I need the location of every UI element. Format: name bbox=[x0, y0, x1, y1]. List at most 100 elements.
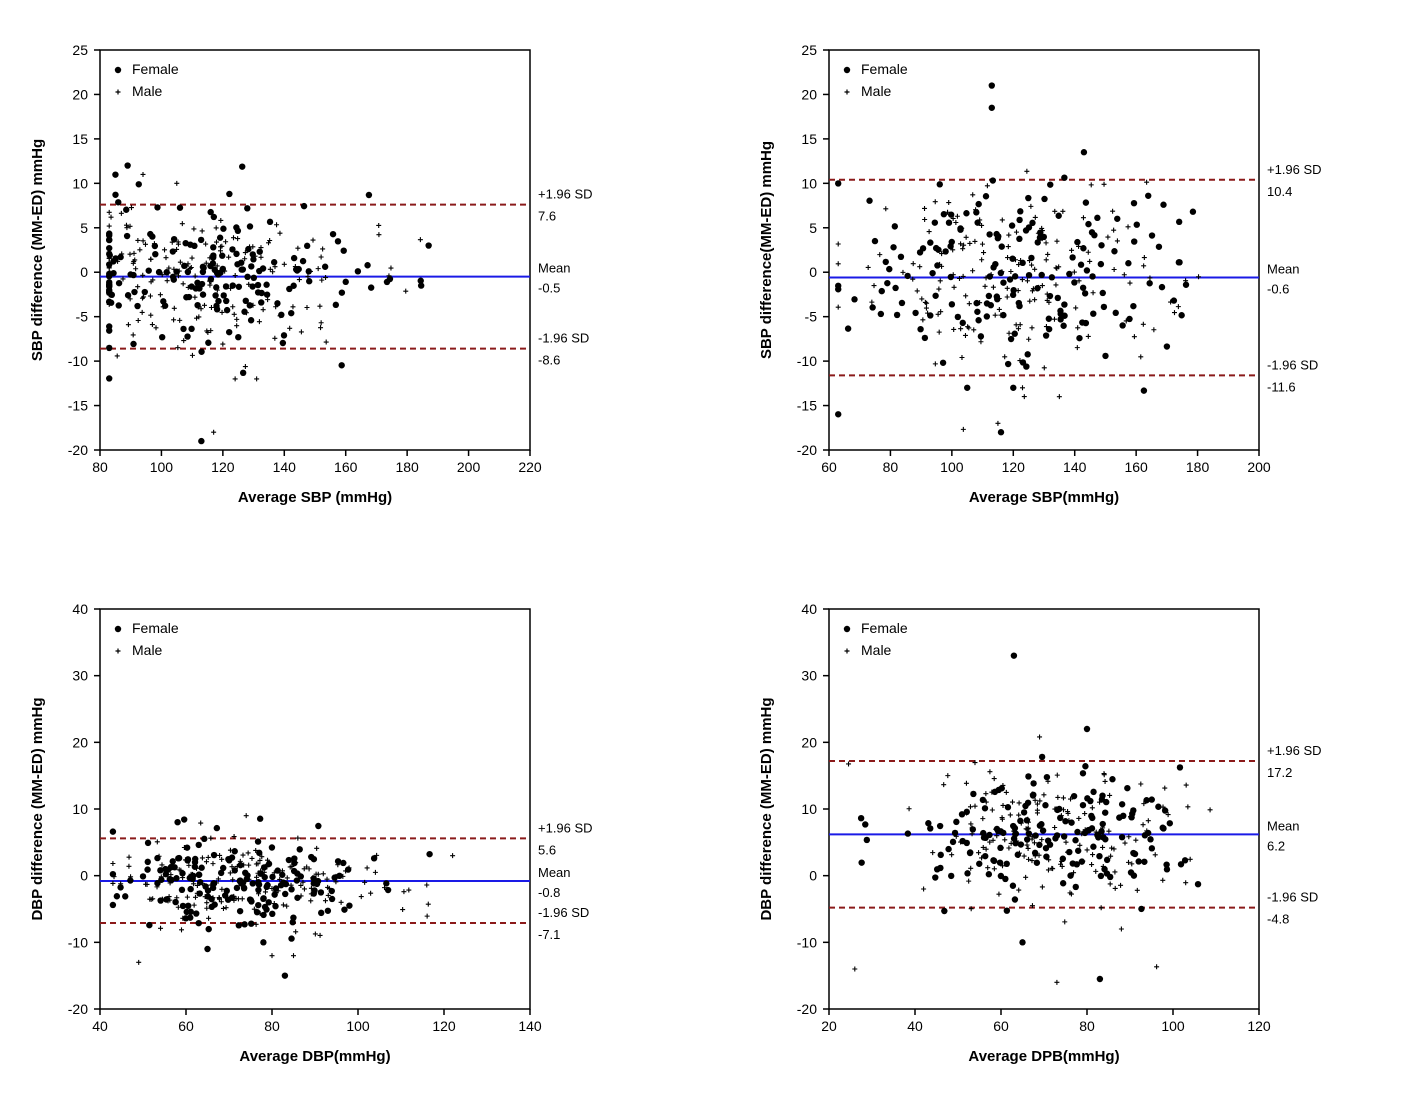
legend-label-male: Male bbox=[132, 83, 163, 99]
x-tick-label: 80 bbox=[92, 459, 108, 475]
panel-dbp-left: 406080100120140-20-10010203040Average DB… bbox=[20, 579, 669, 1098]
x-tick-label: 200 bbox=[457, 459, 481, 475]
mean-label: Mean bbox=[538, 865, 571, 880]
y-tick-label: 15 bbox=[72, 131, 88, 147]
legend-marker-male-icon bbox=[116, 90, 121, 95]
lower-sd-label: -1.96 SD bbox=[538, 331, 589, 346]
y-tick-label: -20 bbox=[797, 442, 817, 458]
x-tick-label: 100 bbox=[940, 459, 964, 475]
x-tick-label: 200 bbox=[1247, 459, 1271, 475]
y-tick-label: -10 bbox=[68, 353, 88, 369]
mean-value: -0.8 bbox=[538, 885, 560, 900]
y-tick-label: -15 bbox=[68, 398, 88, 414]
plot-frame bbox=[100, 609, 530, 1009]
x-tick-label: 20 bbox=[821, 1018, 837, 1034]
y-tick-label: 0 bbox=[80, 264, 88, 280]
upper-sd-label: +1.96 SD bbox=[1267, 743, 1322, 758]
mean-label: Mean bbox=[1267, 262, 1300, 277]
y-tick-label: 25 bbox=[801, 42, 817, 58]
mean-value: -0.5 bbox=[538, 281, 560, 296]
bland-altman-panel: 406080100120140-20-10010203040Average DB… bbox=[20, 579, 640, 1079]
x-tick-label: 120 bbox=[432, 1018, 456, 1034]
y-tick-label: -20 bbox=[68, 1001, 88, 1017]
legend-marker-female-icon bbox=[115, 626, 121, 632]
x-tick-label: 80 bbox=[264, 1018, 280, 1034]
bland-altman-panel: 80100120140160180200220-20-15-10-5051015… bbox=[20, 20, 640, 520]
x-tick-label: 100 bbox=[1161, 1018, 1185, 1034]
x-tick-label: 80 bbox=[1079, 1018, 1095, 1034]
y-tick-label: 0 bbox=[809, 264, 817, 280]
plot-frame bbox=[829, 609, 1259, 1009]
y-axis-label: SBP difference(MM-ED) mmHg bbox=[758, 141, 775, 359]
y-tick-label: 20 bbox=[72, 734, 88, 750]
lower-sd-value: -7.1 bbox=[538, 927, 560, 942]
mean-value: 6.2 bbox=[1267, 838, 1285, 853]
y-tick-label: -10 bbox=[797, 353, 817, 369]
x-tick-label: 60 bbox=[993, 1018, 1009, 1034]
y-tick-label: 5 bbox=[80, 220, 88, 236]
y-tick-label: 30 bbox=[72, 668, 88, 684]
y-tick-label: 20 bbox=[801, 86, 817, 102]
x-tick-label: 80 bbox=[883, 459, 899, 475]
x-tick-label: 40 bbox=[92, 1018, 108, 1034]
x-tick-label: 160 bbox=[334, 459, 358, 475]
y-tick-label: 25 bbox=[72, 42, 88, 58]
bland-altman-panel: 6080100120140160180200-20-15-10-50510152… bbox=[749, 20, 1369, 520]
mean-label: Mean bbox=[1267, 818, 1300, 833]
legend-label-male: Male bbox=[861, 83, 892, 99]
y-tick-label: -20 bbox=[797, 1001, 817, 1017]
legend-marker-female-icon bbox=[844, 67, 850, 73]
lower-sd-label: -1.96 SD bbox=[538, 905, 589, 920]
lower-sd-value: -8.6 bbox=[538, 353, 560, 368]
x-axis-label: Average DPB(mmHg) bbox=[968, 1048, 1119, 1065]
lower-sd-label: -1.96 SD bbox=[1267, 357, 1318, 372]
x-tick-label: 100 bbox=[150, 459, 174, 475]
upper-sd-label: +1.96 SD bbox=[538, 187, 593, 202]
x-tick-label: 160 bbox=[1124, 459, 1148, 475]
x-tick-label: 180 bbox=[1186, 459, 1210, 475]
legend-marker-male-icon bbox=[845, 90, 850, 95]
x-tick-label: 140 bbox=[1063, 459, 1087, 475]
y-axis-label: DBP difference (MM-ED) mmHg bbox=[29, 697, 46, 920]
y-tick-label: -15 bbox=[797, 398, 817, 414]
legend-marker-female-icon bbox=[115, 67, 121, 73]
legend-label-male: Male bbox=[132, 642, 163, 658]
panel-dbp-right: 20406080100120-20-10010203040Average DPB… bbox=[749, 579, 1398, 1098]
x-tick-label: 40 bbox=[907, 1018, 923, 1034]
y-tick-label: 10 bbox=[72, 801, 88, 817]
y-tick-label: 40 bbox=[801, 601, 817, 617]
legend-label-female: Female bbox=[132, 61, 179, 77]
panel-sbp-left: 80100120140160180200220-20-15-10-5051015… bbox=[20, 20, 669, 539]
panel-sbp-right: 6080100120140160180200-20-15-10-50510152… bbox=[749, 20, 1398, 539]
lower-sd-value: -11.6 bbox=[1267, 379, 1296, 394]
x-axis-label: Average DBP(mmHg) bbox=[239, 1048, 390, 1065]
x-tick-label: 180 bbox=[395, 459, 419, 475]
x-tick-label: 220 bbox=[518, 459, 542, 475]
upper-sd-value: 10.4 bbox=[1267, 184, 1292, 199]
y-tick-label: 10 bbox=[72, 175, 88, 191]
y-tick-label: -5 bbox=[805, 309, 818, 325]
lower-sd-value: -4.8 bbox=[1267, 912, 1289, 927]
x-axis-label: Average SBP(mmHg) bbox=[969, 489, 1119, 506]
chart-grid: 80100120140160180200220-20-15-10-5051015… bbox=[20, 20, 1398, 1098]
y-tick-label: 0 bbox=[809, 868, 817, 884]
upper-sd-value: 7.6 bbox=[538, 209, 556, 224]
x-tick-label: 140 bbox=[518, 1018, 542, 1034]
mean-label: Mean bbox=[538, 261, 571, 276]
x-tick-label: 140 bbox=[273, 459, 297, 475]
y-tick-label: 40 bbox=[72, 601, 88, 617]
upper-sd-label: +1.96 SD bbox=[1267, 162, 1322, 177]
y-tick-label: -5 bbox=[76, 309, 89, 325]
y-tick-label: 30 bbox=[801, 668, 817, 684]
upper-sd-value: 17.2 bbox=[1267, 765, 1292, 780]
x-tick-label: 120 bbox=[211, 459, 235, 475]
y-tick-label: 5 bbox=[809, 220, 817, 236]
x-tick-label: 60 bbox=[178, 1018, 194, 1034]
y-axis-label: DBP difference (MM-ED) mmHg bbox=[758, 697, 775, 920]
y-tick-label: 10 bbox=[801, 801, 817, 817]
y-tick-label: 20 bbox=[72, 86, 88, 102]
bland-altman-panel: 20406080100120-20-10010203040Average DPB… bbox=[749, 579, 1369, 1079]
x-tick-label: 60 bbox=[821, 459, 837, 475]
mean-value: -0.6 bbox=[1267, 282, 1289, 297]
y-axis-label: SBP difference (MM-ED) mmHg bbox=[29, 139, 46, 361]
